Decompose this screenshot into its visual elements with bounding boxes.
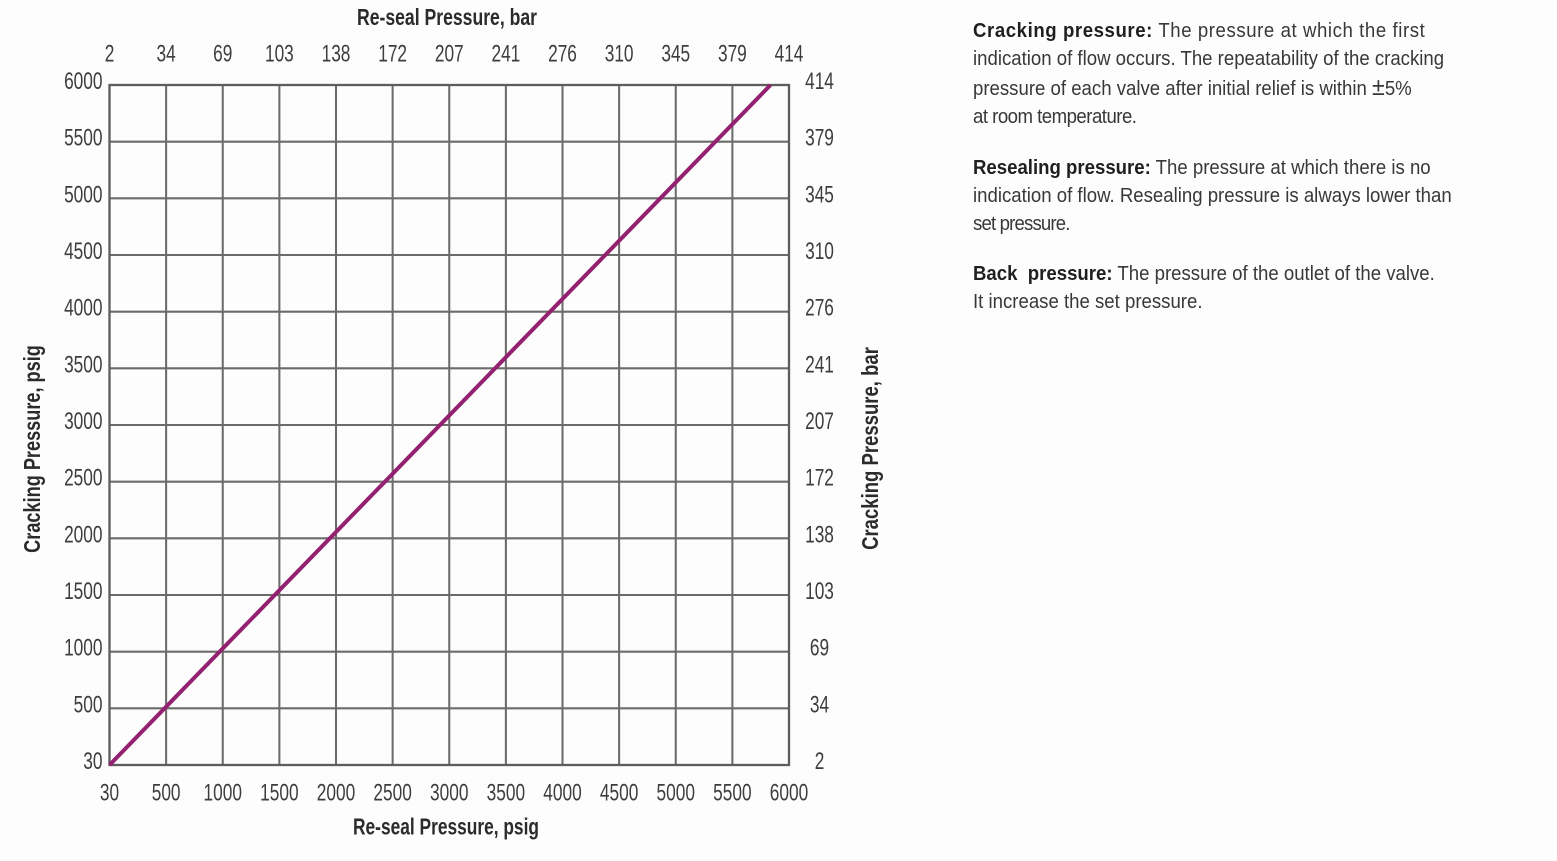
svg-text:6000: 6000 <box>770 780 808 806</box>
svg-text:30: 30 <box>83 748 102 774</box>
svg-text:5000: 5000 <box>64 182 102 208</box>
svg-text:138: 138 <box>322 41 351 67</box>
svg-text:6000: 6000 <box>64 68 102 94</box>
svg-text:34: 34 <box>157 41 177 67</box>
svg-text:414: 414 <box>775 41 804 67</box>
svg-text:2: 2 <box>815 748 825 774</box>
svg-text:103: 103 <box>805 578 834 604</box>
svg-text:Cracking Pressure, bar: Cracking Pressure, bar <box>858 347 883 550</box>
svg-text:4000: 4000 <box>64 295 102 321</box>
svg-text:276: 276 <box>548 41 577 67</box>
svg-text:500: 500 <box>74 692 103 718</box>
svg-text:30: 30 <box>100 780 119 806</box>
svg-text:310: 310 <box>605 41 634 67</box>
svg-text:207: 207 <box>435 41 464 67</box>
svg-text:345: 345 <box>805 182 834 208</box>
svg-text:5500: 5500 <box>713 780 751 806</box>
svg-text:3500: 3500 <box>64 352 102 378</box>
svg-text:2500: 2500 <box>64 465 102 491</box>
svg-text:345: 345 <box>661 41 690 67</box>
svg-text:207: 207 <box>805 408 834 434</box>
svg-text:310: 310 <box>805 238 834 264</box>
svg-text:34: 34 <box>810 692 830 718</box>
svg-text:1500: 1500 <box>260 780 298 806</box>
svg-text:103: 103 <box>265 41 294 67</box>
svg-text:138: 138 <box>805 522 834 548</box>
svg-text:379: 379 <box>805 125 834 151</box>
svg-text:4500: 4500 <box>64 238 102 264</box>
svg-text:3000: 3000 <box>64 408 102 434</box>
svg-text:5000: 5000 <box>657 780 695 806</box>
svg-text:241: 241 <box>805 352 834 378</box>
svg-text:1500: 1500 <box>64 578 102 604</box>
svg-text:1000: 1000 <box>64 635 102 661</box>
svg-text:4000: 4000 <box>543 780 581 806</box>
svg-text:241: 241 <box>491 41 520 67</box>
svg-text:Re-seal Pressure, bar: Re-seal Pressure, bar <box>357 5 537 31</box>
svg-text:2: 2 <box>105 41 115 67</box>
svg-text:3500: 3500 <box>487 780 525 806</box>
svg-text:4500: 4500 <box>600 780 638 806</box>
svg-text:172: 172 <box>805 465 834 491</box>
svg-text:414: 414 <box>805 68 834 94</box>
svg-text:1000: 1000 <box>204 780 242 806</box>
svg-text:172: 172 <box>378 41 407 67</box>
svg-text:Cracking Pressure, psig: Cracking Pressure, psig <box>20 345 46 553</box>
svg-text:69: 69 <box>810 635 829 661</box>
svg-text:379: 379 <box>718 41 747 67</box>
svg-text:2000: 2000 <box>64 522 102 548</box>
svg-text:2000: 2000 <box>317 780 355 806</box>
svg-text:500: 500 <box>152 780 181 806</box>
svg-text:2500: 2500 <box>373 780 411 806</box>
svg-text:276: 276 <box>805 295 834 321</box>
svg-text:5500: 5500 <box>64 125 102 151</box>
svg-text:3000: 3000 <box>430 780 468 806</box>
svg-text:69: 69 <box>213 41 232 67</box>
svg-text:Re-seal Pressure, psig: Re-seal Pressure, psig <box>353 815 539 840</box>
